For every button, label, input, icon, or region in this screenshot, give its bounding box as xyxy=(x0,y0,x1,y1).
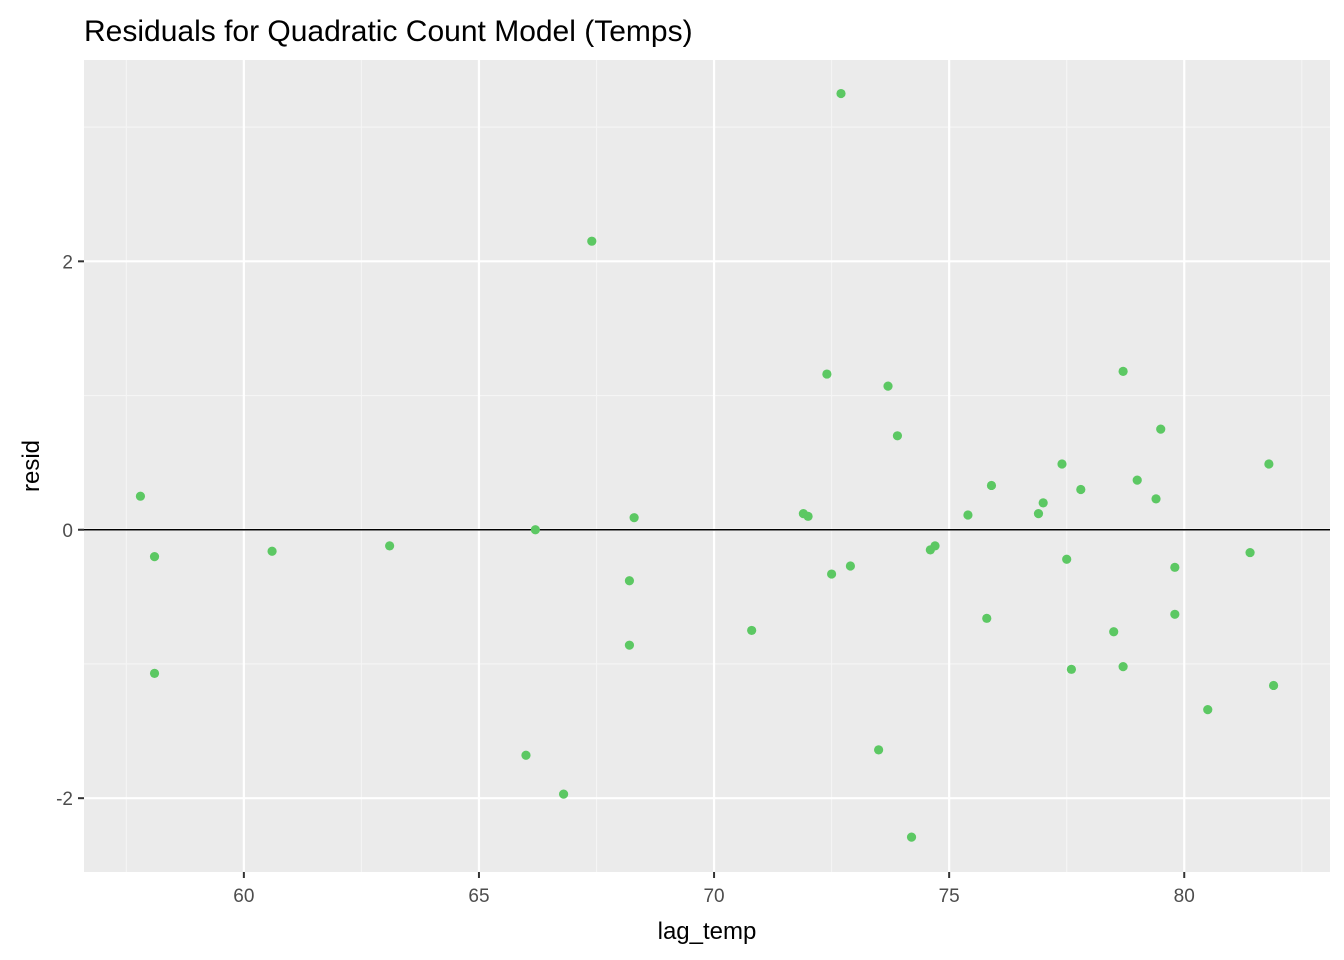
data-point xyxy=(1245,547,1255,558)
data-point xyxy=(930,541,940,551)
data-point xyxy=(1264,459,1274,469)
data-point xyxy=(385,541,395,551)
data-point xyxy=(986,480,997,491)
x-tick-label: 65 xyxy=(468,886,489,907)
data-point xyxy=(963,510,973,520)
data-point xyxy=(836,88,846,99)
x-axis-title: lag_temp xyxy=(658,918,757,945)
data-point xyxy=(803,511,813,521)
data-point xyxy=(1170,562,1180,572)
data-point xyxy=(1118,366,1128,376)
data-point xyxy=(1203,705,1213,715)
data-point xyxy=(587,236,597,246)
minor-gridlines xyxy=(84,60,1330,872)
data-point xyxy=(1170,609,1180,619)
data-point xyxy=(747,625,757,636)
data-point xyxy=(1109,627,1119,637)
data-point xyxy=(827,569,837,579)
data-point xyxy=(822,369,832,379)
data-point xyxy=(1057,459,1067,469)
data-point xyxy=(1066,664,1076,674)
x-tick-label: 80 xyxy=(1174,886,1195,907)
data-point xyxy=(624,576,635,586)
data-point xyxy=(845,561,856,571)
data-point xyxy=(883,381,893,391)
data-point xyxy=(1033,509,1044,519)
x-tick-label: 75 xyxy=(939,886,960,907)
major-gridlines xyxy=(84,60,1330,872)
data-point xyxy=(874,745,884,755)
data-point xyxy=(1156,424,1166,434)
data-point xyxy=(1076,484,1086,495)
y-axis: -2 0 2 xyxy=(56,252,84,810)
y-tick-label: 2 xyxy=(62,252,73,273)
data-point xyxy=(1268,680,1279,691)
data-point xyxy=(521,750,531,760)
data-point xyxy=(1118,662,1128,672)
y-tick-label: -2 xyxy=(56,789,73,810)
data-point xyxy=(149,668,160,678)
x-axis: 60 65 70 75 80 xyxy=(233,872,1195,907)
data-point xyxy=(1038,498,1048,508)
y-tick-label: 0 xyxy=(62,521,73,542)
data-point xyxy=(1062,554,1072,564)
data-point xyxy=(1132,475,1142,485)
y-axis-title: resid xyxy=(18,440,45,492)
data-point xyxy=(530,525,540,535)
data-point xyxy=(135,491,146,501)
data-point xyxy=(629,513,639,523)
data-point xyxy=(558,789,569,799)
data-point xyxy=(906,832,917,842)
plot-panel xyxy=(84,60,1330,872)
data-point xyxy=(1151,494,1161,504)
data-point xyxy=(982,613,992,623)
chart-title: Residuals for Quadratic Count Model (Tem… xyxy=(84,15,693,48)
x-tick-label: 70 xyxy=(703,886,724,907)
data-point xyxy=(624,640,635,650)
data-point xyxy=(149,551,160,562)
data-points xyxy=(135,88,1279,842)
data-point xyxy=(267,546,277,556)
x-tick-label: 60 xyxy=(233,886,254,907)
data-point xyxy=(892,431,903,441)
